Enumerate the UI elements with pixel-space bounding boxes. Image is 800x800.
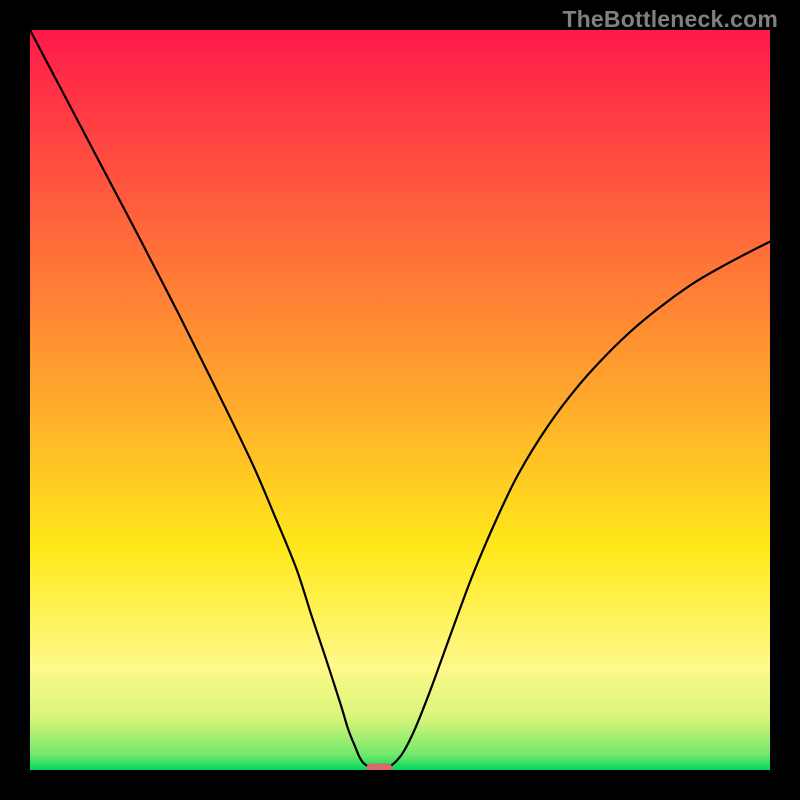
plot-area [30, 30, 770, 770]
gradient-background [30, 30, 770, 770]
bottleneck-chart [30, 30, 770, 770]
watermark-text: TheBottleneck.com [562, 6, 778, 33]
optimal-marker [366, 763, 392, 770]
chart-frame: TheBottleneck.com [0, 0, 800, 800]
